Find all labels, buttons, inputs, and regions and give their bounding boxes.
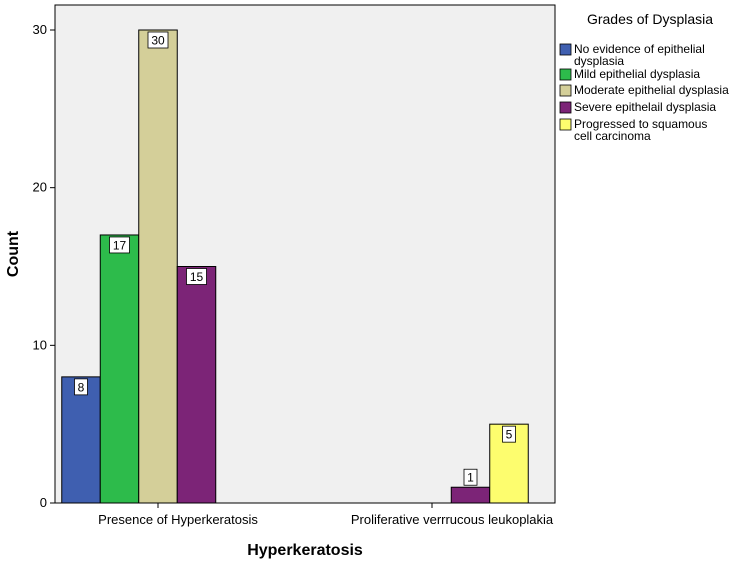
data-label: 17 [113, 238, 127, 252]
legend-label: dysplasia [574, 54, 624, 68]
legend-label: Progressed to squamous [574, 117, 707, 131]
x-axis-title: Hyperkeratosis [247, 542, 363, 559]
data-label-box [147, 31, 169, 49]
legend-label: Moderate epithelial dysplasia [574, 83, 729, 97]
data-label: 30 [151, 34, 165, 48]
data-label: 15 [190, 270, 204, 284]
legend: Grades of Dysplasia No evidence of epith… [559, 11, 729, 143]
bar-severe-epithelail-dysplasia [450, 486, 491, 504]
legend-title: Grades of Dysplasia [587, 11, 713, 27]
legend-swatch-mild-epithelial-dysplasia [559, 68, 572, 81]
legend-label: No evidence of epithelial [574, 42, 705, 56]
x-tick-label: Proliferative verrrucous leukoplakia [351, 512, 554, 527]
bar-no-evidence-of-epithelial-dysplasia [61, 376, 101, 504]
data-label-box [186, 268, 207, 285]
data-label: 8 [78, 380, 85, 394]
y-tick-label: 0 [40, 495, 47, 510]
x-axis: Presence of Hyperkeratosis Proliferative … [98, 503, 554, 527]
legend-label: Mild epithelial dysplasia [574, 67, 700, 81]
bar-moderate-epithelial-dysplasia [138, 29, 178, 504]
data-label-box [463, 468, 478, 486]
y-axis: 0 10 20 30 [33, 22, 55, 510]
legend-swatch-progressed-to-squamous-cell-carcinoma [559, 118, 572, 131]
bar-severe-epithelail-dysplasia [176, 266, 217, 504]
x-tick-label: Presence of Hyperkeratosis [98, 512, 258, 527]
bar-mild-epithelial-dysplasia [99, 234, 140, 504]
data-label: 1 [467, 471, 474, 485]
y-tick-label: 30 [33, 22, 47, 37]
data-label: 5 [506, 428, 513, 442]
legend-swatch-no-evidence-of-epithelial-dysplasia [559, 43, 572, 56]
y-tick-label: 10 [33, 337, 47, 352]
data-label-box [502, 425, 516, 443]
legend-swatch-moderate-epithelial-dysplasia [559, 84, 572, 97]
data-label-box [109, 236, 130, 254]
legend-swatch-severe-epithelail-dysplasia [559, 101, 572, 114]
legend-label: cell carcinoma [574, 129, 651, 143]
y-tick-label: 20 [33, 180, 47, 195]
legend-label: Severe epithelail dysplasia [574, 100, 716, 114]
y-axis-title: Count [5, 230, 22, 277]
data-label-box [74, 378, 88, 396]
